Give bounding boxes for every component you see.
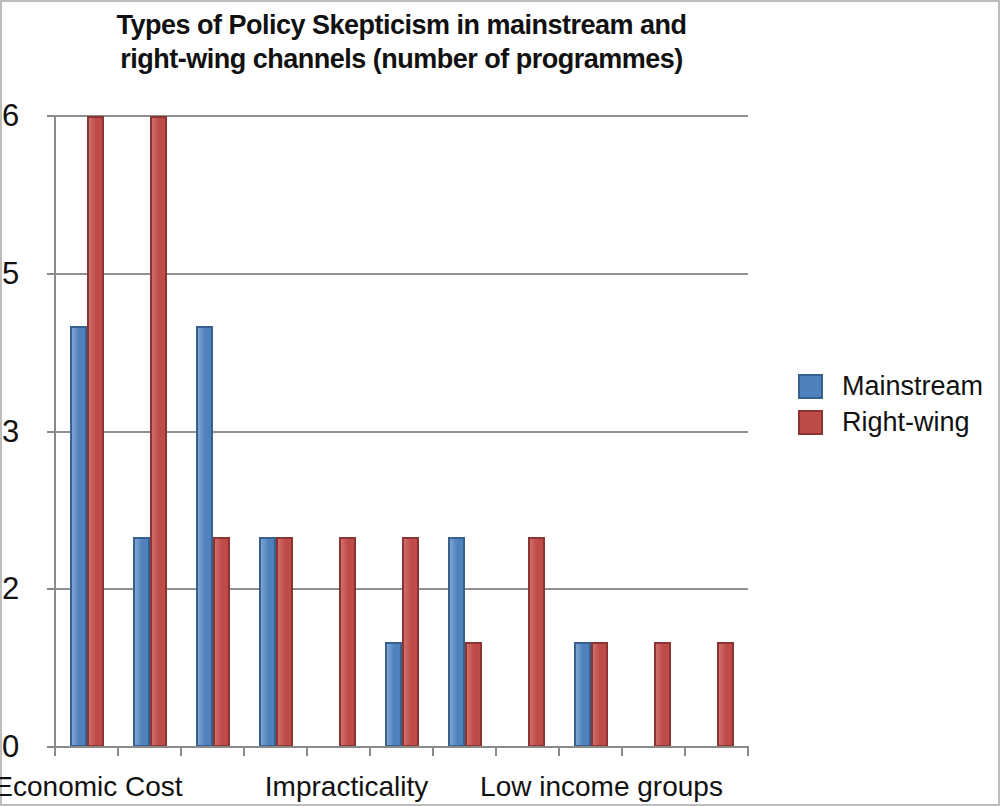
x-axis-tick-2 xyxy=(180,748,182,756)
y-axis-tick-label-3: 3 xyxy=(2,415,36,449)
bar-right-wing-group-7 xyxy=(465,642,482,747)
x-axis-tick-10 xyxy=(684,748,686,756)
x-axis-tick-0 xyxy=(54,748,56,756)
y-axis-tick-label-5: 5 xyxy=(2,257,36,291)
plot-area: 0 2 3 5 6 Economic Cost Impracticality Low inco… xyxy=(0,0,1000,806)
bar-mainstream-group-2 xyxy=(133,537,150,747)
chart-screenshot: { "window": { "frame_color": "#bdbdbd", … xyxy=(0,0,1000,806)
legend-label-mainstream: Mainstream xyxy=(842,371,983,402)
x-axis-label-low-income-groups: Low income groups xyxy=(480,772,723,802)
bar-right-wing-group-11 xyxy=(717,642,734,747)
x-axis-line xyxy=(47,746,749,748)
x-axis-tick-5 xyxy=(369,748,371,756)
legend-swatch-right-wing xyxy=(798,410,823,435)
y-axis-tick-label-2: 2 xyxy=(2,572,36,606)
bar-right-wing-group-8 xyxy=(528,537,545,747)
legend-swatch-mainstream xyxy=(798,374,823,399)
x-axis-label-impracticality: Impracticality xyxy=(265,772,428,802)
bar-right-wing-group-5 xyxy=(339,537,356,747)
x-axis-tick-7 xyxy=(495,748,497,756)
bar-mainstream-group-9 xyxy=(574,642,591,747)
legend-item-mainstream: Mainstream xyxy=(798,371,983,402)
bar-right-wing-group-4 xyxy=(276,537,293,747)
y-axis-tick-label-0: 0 xyxy=(2,730,36,764)
x-axis-tick-6 xyxy=(432,748,434,756)
bar-mainstream-group-1 xyxy=(70,326,87,747)
legend-item-right-wing: Right-wing xyxy=(798,407,970,438)
bar-right-wing-group-2 xyxy=(150,116,167,747)
x-axis-tick-4 xyxy=(306,748,308,756)
bar-right-wing-group-9 xyxy=(591,642,608,747)
x-axis-tick-9 xyxy=(621,748,623,756)
x-axis-tick-8 xyxy=(558,748,560,756)
x-axis-tick-11 xyxy=(747,748,749,756)
bar-right-wing-group-10 xyxy=(654,642,671,747)
bar-right-wing-group-3 xyxy=(213,537,230,747)
x-axis-label-economic-cost: Economic Cost xyxy=(0,772,183,802)
bar-mainstream-group-4 xyxy=(259,537,276,747)
bar-mainstream-group-6 xyxy=(385,642,402,747)
x-axis-tick-3 xyxy=(243,748,245,756)
bar-right-wing-group-1 xyxy=(87,116,104,747)
legend-label-right-wing: Right-wing xyxy=(842,407,970,438)
y-axis-line xyxy=(54,116,56,747)
x-axis-tick-1 xyxy=(117,748,119,756)
bar-mainstream-group-7 xyxy=(448,537,465,747)
y-axis-tick-label-6: 6 xyxy=(2,99,36,133)
bar-mainstream-group-3 xyxy=(196,326,213,747)
bar-right-wing-group-6 xyxy=(402,537,419,747)
